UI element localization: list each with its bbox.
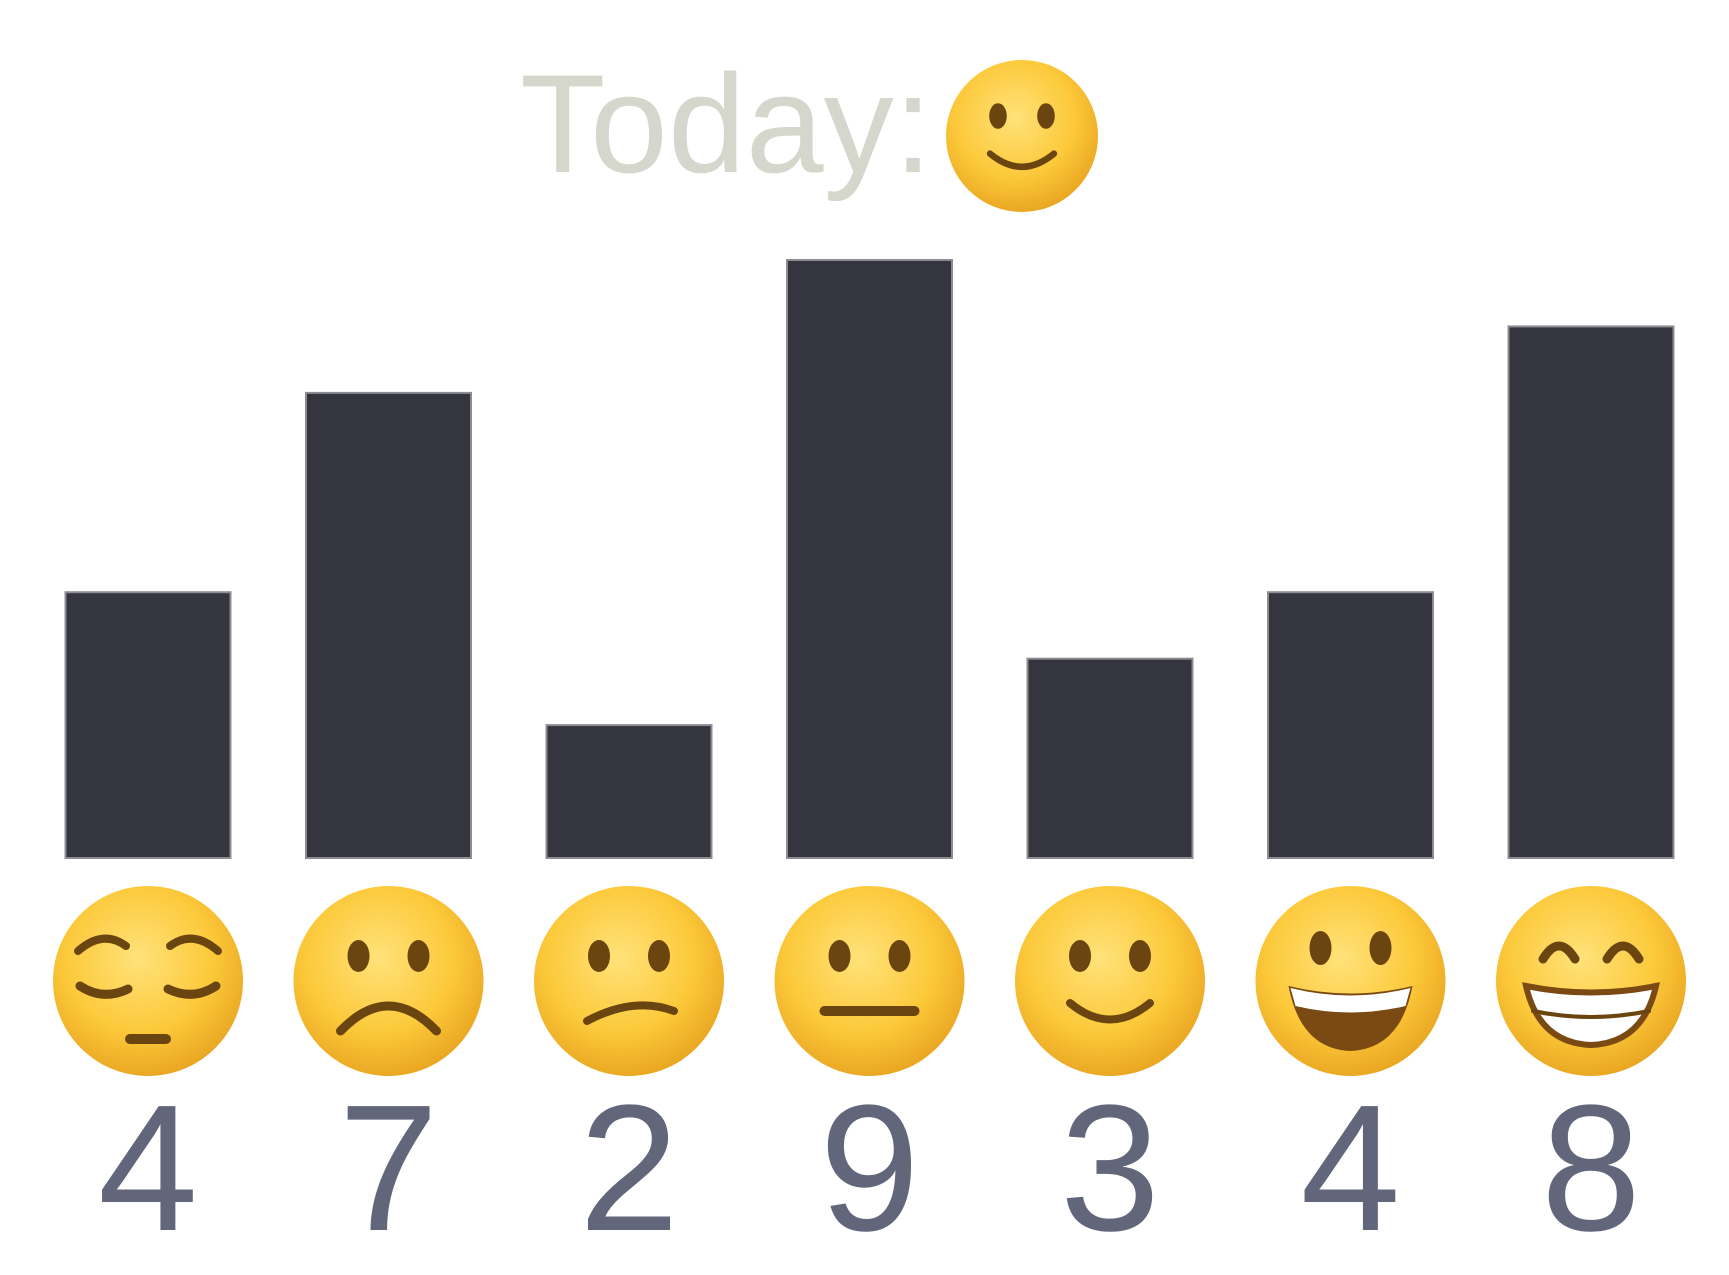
chart-title: Today: (520, 45, 1098, 212)
bar-3 (545, 724, 713, 859)
bars-group (64, 259, 1675, 860)
frowning-face-icon (293, 886, 484, 1076)
count-label-1: 4 (98, 1068, 198, 1269)
bar-6 (1267, 591, 1434, 859)
grinning-face-icon (1255, 886, 1446, 1076)
slightly-smiling-face-icon (1015, 886, 1205, 1076)
bar-5 (1026, 657, 1194, 860)
confused-face-icon (534, 886, 724, 1076)
neutral-face-icon (774, 886, 965, 1076)
count-label-4: 9 (819, 1068, 919, 1269)
pensive-face-icon (53, 886, 243, 1076)
bar-1 (64, 591, 232, 859)
category-emojis-group (53, 886, 1686, 1076)
bar-4 (786, 259, 953, 859)
count-label-6: 4 (1300, 1068, 1400, 1269)
chart-title-text: Today: (520, 45, 932, 202)
beaming-face-icon (1496, 886, 1686, 1076)
bar-7 (1507, 325, 1675, 859)
count-label-3: 2 (579, 1068, 679, 1269)
count-label-7: 8 (1541, 1068, 1641, 1269)
count-label-2: 7 (338, 1068, 438, 1269)
slightly-smiling-face-icon (946, 60, 1098, 212)
count-label-5: 3 (1060, 1068, 1160, 1269)
bar-2 (305, 391, 472, 859)
slightly-smiling-face-icon (946, 60, 1098, 212)
